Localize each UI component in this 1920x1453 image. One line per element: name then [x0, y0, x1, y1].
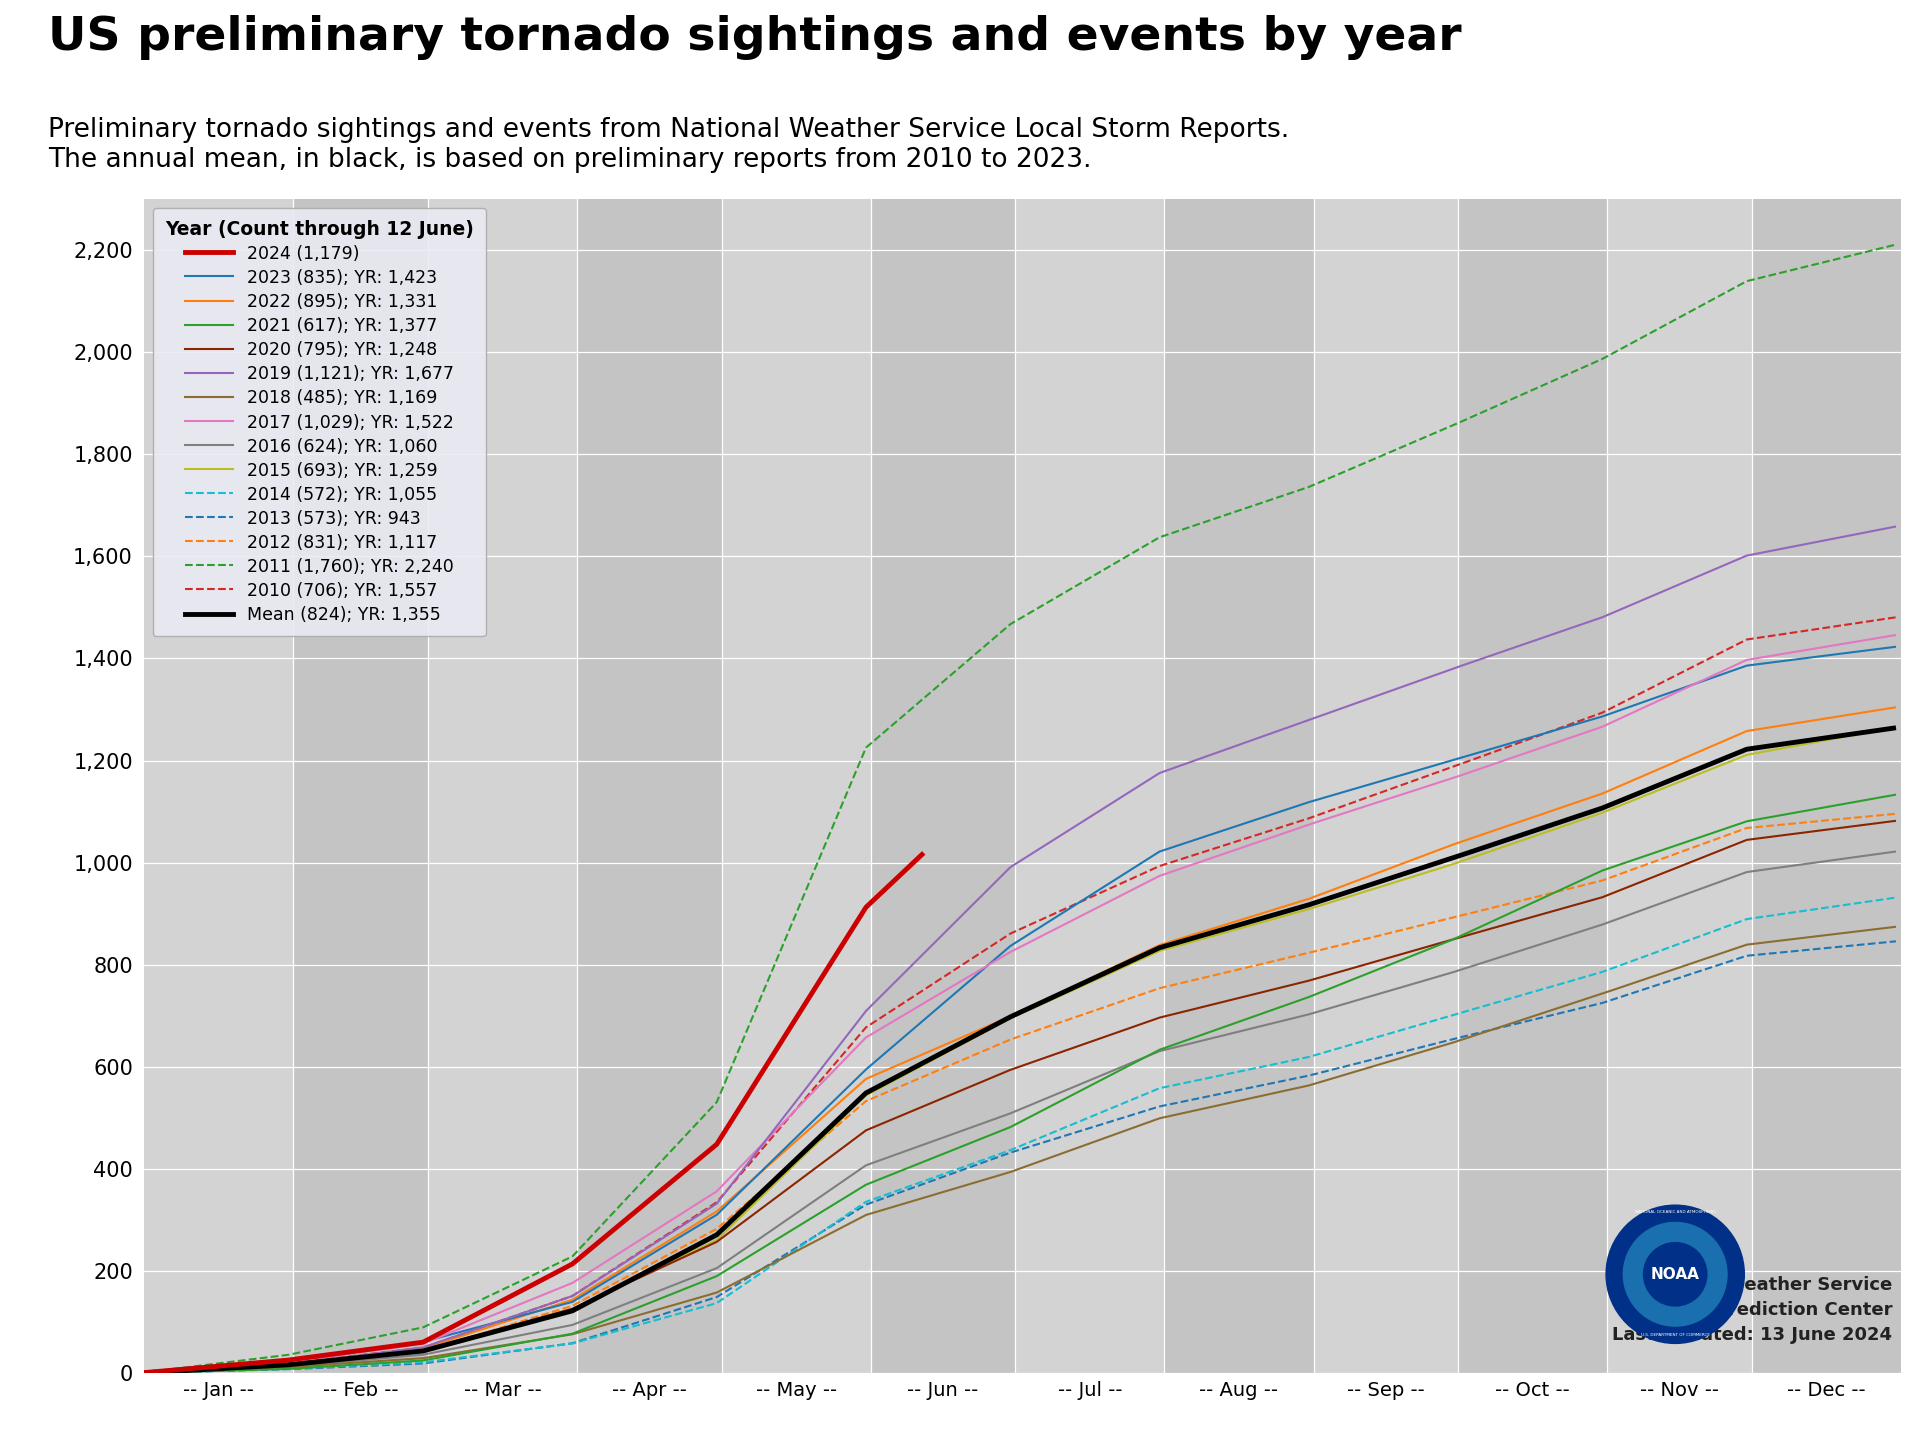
Text: NATIONAL OCEANIC AND ATMOSPHERIC: NATIONAL OCEANIC AND ATMOSPHERIC [1634, 1210, 1716, 1215]
Bar [872, 199, 1016, 1373]
Text: U.S. DEPARTMENT OF COMMERCE: U.S. DEPARTMENT OF COMMERCE [1642, 1332, 1709, 1337]
Bar [294, 199, 428, 1373]
Bar [722, 199, 872, 1373]
Legend: 2024 (1,179), 2023 (835); YR: 1,423, 2022 (895); YR: 1,331, 2021 (617); YR: 1,37: 2024 (1,179), 2023 (835); YR: 1,423, 202… [154, 208, 486, 636]
Bar [1016, 199, 1164, 1373]
Text: NOAA: NOAA [1651, 1267, 1699, 1282]
Bar [1164, 199, 1313, 1373]
Circle shape [1622, 1222, 1728, 1327]
Bar [1313, 199, 1457, 1373]
Bar [428, 199, 578, 1373]
Text: National Weather Service
Storm Prediction Center
Last Updated: 13 June 2024: National Weather Service Storm Predictio… [1613, 1276, 1891, 1344]
Circle shape [1644, 1242, 1707, 1306]
Circle shape [1605, 1205, 1743, 1344]
Bar [1457, 199, 1607, 1373]
Bar [1751, 199, 1901, 1373]
Bar [144, 199, 294, 1373]
Text: US preliminary tornado sightings and events by year: US preliminary tornado sightings and eve… [48, 15, 1461, 60]
Bar [578, 199, 722, 1373]
Text: Preliminary tornado sightings and events from National Weather Service Local Sto: Preliminary tornado sightings and events… [48, 118, 1288, 173]
Bar [1607, 199, 1751, 1373]
